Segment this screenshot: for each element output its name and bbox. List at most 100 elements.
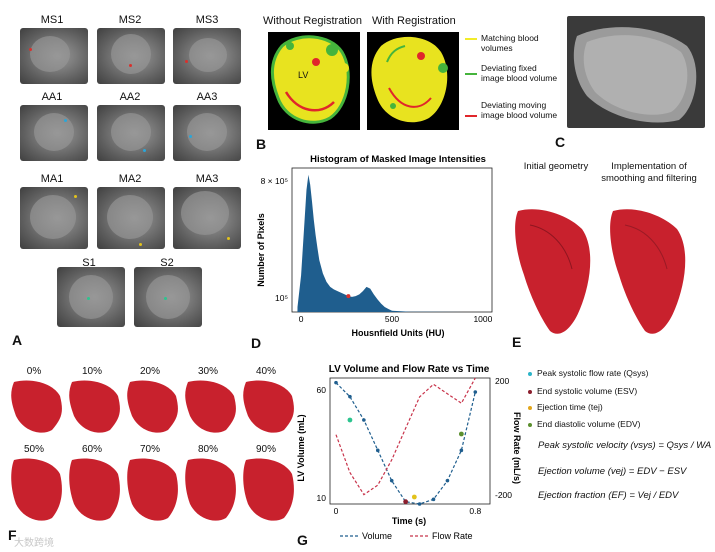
lv-mesh-phase-8	[185, 458, 236, 521]
marker-peak-systolic	[528, 372, 532, 376]
ct-tile-aa1	[20, 105, 88, 161]
key-marker-2	[411, 494, 417, 500]
histogram-xtick-500: 500	[385, 314, 399, 324]
histogram-marker	[346, 294, 351, 299]
legend-flow-rate: Flow Rate	[432, 531, 473, 541]
formula-ejection-volume: Ejection volume (vej) = EDV − ESV	[538, 466, 687, 477]
key-marker-3	[458, 431, 464, 437]
histogram-ytick-bottom: 10⁵	[275, 293, 288, 303]
panel-letter-e: E	[512, 334, 522, 350]
phase-label-1: 10%	[81, 366, 102, 377]
phase-label-9: 90%	[255, 444, 276, 455]
lv-mesh-phase-2	[127, 380, 178, 433]
tile-label-ms1: MS1	[40, 14, 64, 26]
panel-letter-c: C	[555, 134, 566, 150]
panel-letter-f: F	[8, 527, 17, 543]
lv-mesh-smoothed	[610, 209, 686, 334]
legend-esv: End systolic volume (ESV)	[537, 386, 638, 396]
panel-letter-g: G	[297, 532, 308, 548]
panel-letter-b: B	[256, 136, 267, 152]
lv-mesh-phase-1	[69, 380, 120, 433]
lv-mesh-phase-3	[185, 380, 236, 433]
key-marker-0	[347, 417, 353, 423]
ct-tile-ms2	[97, 28, 165, 84]
series-flow-rate-line	[335, 377, 476, 496]
tile-label-ma1: MA1	[40, 173, 64, 185]
lv-mesh-phase-0	[11, 380, 62, 433]
lv-ytick-right-200: 200	[495, 376, 509, 386]
ct-tile-s1	[57, 267, 125, 327]
lv-mesh-initial	[515, 209, 591, 334]
panel-letter-d: D	[251, 335, 262, 351]
tile-label-ms3: MS3	[195, 14, 219, 26]
legend-ejection-time: Ejection time (tej)	[537, 402, 603, 412]
ct-tile-ma2	[97, 187, 165, 249]
phase-label-8: 80%	[197, 444, 218, 455]
ct-tile-ma1	[20, 187, 88, 249]
histogram-xtick-1000: 1000	[473, 314, 492, 324]
tile-label-s2: S2	[160, 257, 174, 269]
tile-label-s1: S1	[82, 257, 96, 269]
tile-label-ma3: MA3	[195, 173, 219, 185]
ct-tile-s2	[134, 267, 202, 327]
phase-label-3: 30%	[197, 366, 218, 377]
tile-label-ma2: MA2	[118, 173, 142, 185]
lv-mesh-phase-6	[69, 458, 120, 521]
heart-mask-without-registration: LV	[268, 32, 360, 130]
legend-volume: Volume	[362, 531, 392, 541]
tile-label-aa3: AA3	[196, 91, 218, 103]
lv-mesh-phase-5	[11, 458, 62, 521]
title-initial-geometry: Initial geometry	[523, 161, 589, 172]
histogram-ytick-top: 8 × 10⁵	[261, 176, 288, 186]
ct-tile-ms3	[173, 28, 241, 84]
volume-point	[445, 478, 450, 483]
lv-chart-frame	[329, 377, 491, 505]
volume-point	[375, 448, 380, 453]
marker-edv	[528, 423, 532, 427]
series-volume-line	[335, 382, 476, 505]
ct-volume-render	[567, 16, 705, 128]
tile-label-aa2: AA2	[119, 91, 141, 103]
histogram-chart: Histogram of Masked Image Intensities Ho…	[256, 154, 493, 338]
histogram-ylabel: Number of Pixels	[256, 213, 266, 287]
ct-tile-ms1	[20, 28, 88, 84]
phase-label-5: 50%	[23, 444, 44, 455]
formula-ejection-fraction: Ejection fraction (EF) = Vej / EDV	[538, 490, 679, 501]
volume-point	[459, 448, 464, 453]
lv-ytick-left-10: 10	[317, 493, 327, 503]
phase-label-0: 0%	[26, 366, 42, 377]
legend-matching-volumes: Matching blood volumes	[481, 33, 539, 53]
heart-mask-with-registration	[367, 32, 459, 130]
phase-label-4: 40%	[255, 366, 276, 377]
histogram-title: Histogram of Masked Image Intensities	[310, 154, 486, 165]
legend-swatch-matching	[465, 38, 477, 40]
volume-point	[473, 390, 478, 394]
legend-swatch-fixed	[465, 73, 477, 75]
key-marker-1	[403, 499, 409, 505]
lv-label: LV	[298, 70, 308, 80]
volume-point	[348, 394, 352, 399]
legend-edv: End diastolic volume (EDV)	[537, 419, 641, 429]
volume-point	[417, 502, 422, 506]
legend-moving-image: Deviating moving image blood volume	[481, 100, 558, 120]
lv-chart-ylabel-right: Flow Rate (mL/s)	[512, 412, 522, 484]
lv-chart-title: LV Volume and Flow Rate vs Time	[329, 364, 490, 375]
ct-tile-aa3	[173, 105, 241, 161]
title-without-registration: Without Registration	[263, 15, 363, 27]
title-with-registration: With Registration	[372, 15, 456, 27]
lv-chart-ylabel-left: LV Volume (mL)	[296, 414, 306, 481]
legend-peak-systolic: Peak systolic flow rate (Qsys)	[537, 368, 649, 378]
legend-swatch-moving	[465, 115, 477, 117]
lv-mesh-phase-9	[243, 458, 294, 521]
lv-xtick-0-8: 0.8	[469, 506, 481, 516]
phase-label-7: 70%	[139, 444, 160, 455]
lv-xtick-0: 0	[334, 506, 339, 516]
marker-ejection-time	[528, 406, 532, 410]
volume-point	[334, 380, 338, 385]
phase-label-6: 60%	[81, 444, 102, 455]
phase-label-2: 20%	[139, 366, 160, 377]
legend-fixed-image: Deviating fixed image blood volume	[481, 63, 558, 83]
marker-esv	[528, 390, 532, 394]
ct-tile-aa2	[97, 105, 165, 161]
lv-ytick-left-60: 60	[317, 385, 327, 395]
